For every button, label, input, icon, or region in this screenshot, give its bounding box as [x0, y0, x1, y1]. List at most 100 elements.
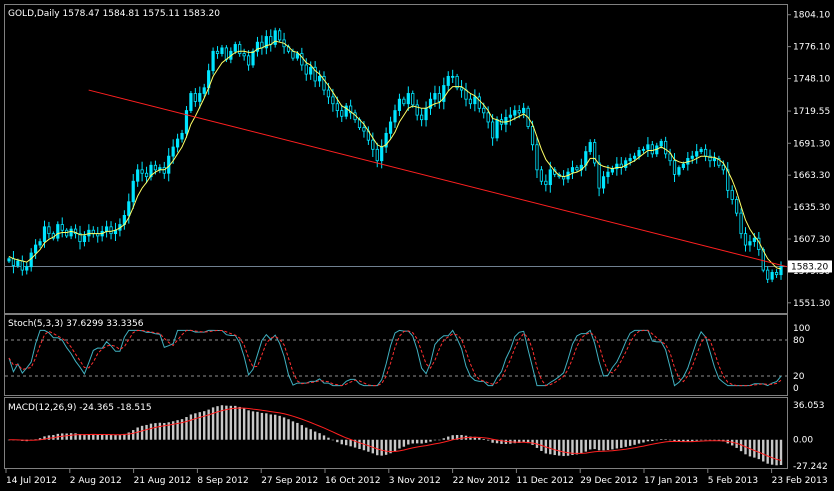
macd-bar [606, 439, 610, 451]
macd-bar [766, 439, 769, 464]
candle-body [411, 93, 415, 106]
macd-bar [602, 439, 605, 451]
candle-body [242, 53, 246, 57]
macd-bar [424, 439, 428, 443]
candle-body [513, 110, 517, 116]
macd-bar [331, 439, 335, 441]
macd-bar [78, 434, 82, 440]
macd-bar [779, 439, 783, 466]
macd-bar [553, 439, 556, 456]
macd-bar [362, 439, 366, 451]
stoch-level-label: 80 [793, 336, 805, 346]
macd-bar [447, 436, 450, 440]
macd-bar [198, 412, 201, 440]
macd-bar [704, 439, 707, 441]
macd-bar [185, 417, 188, 440]
candle-body [136, 169, 140, 182]
candle-body [65, 229, 69, 237]
candle-body [766, 269, 770, 280]
candle-body [162, 167, 166, 174]
macd-bar [300, 425, 304, 440]
macd-bar [114, 434, 117, 440]
price-label: 1607.30 [793, 235, 830, 245]
candle-body [171, 146, 175, 157]
macd-bar [291, 421, 295, 440]
candle-body [535, 144, 539, 171]
macd-bar [180, 419, 184, 440]
macd-bar [265, 413, 268, 440]
macd-bar [380, 439, 383, 456]
candle-body [464, 89, 468, 100]
macd-bar [234, 405, 237, 440]
macd-panel-title: MACD(12,26,9) -24.365 -18.515 [8, 403, 152, 413]
candle-body [20, 260, 24, 271]
candle-body [570, 167, 575, 173]
candle-body [730, 189, 734, 200]
candle-body [659, 140, 663, 147]
time-label: 5 Feb 2013 [708, 476, 758, 486]
macd-bar [269, 414, 272, 440]
candle-body [362, 127, 366, 132]
candle-body [779, 266, 783, 276]
macd-level-label: 0.00 [793, 436, 813, 446]
current-price-box [788, 260, 832, 273]
price-label: 1635.30 [793, 203, 830, 213]
stoch-level-label: 20 [793, 372, 805, 382]
candle-body [189, 93, 193, 111]
macd-bar [358, 439, 361, 450]
macd-bar [628, 439, 632, 446]
macd-bar [87, 434, 91, 440]
candle-body [482, 107, 486, 114]
macd-bar [287, 419, 290, 440]
candle-body [233, 44, 237, 52]
time-label: 16 Oct 2012 [325, 476, 381, 486]
candle-body [402, 98, 406, 105]
candle-body [246, 55, 251, 66]
macd-bar [189, 414, 193, 440]
candle-body [717, 158, 721, 166]
stoch-signal-line [8, 329, 782, 387]
macd-bar [460, 435, 463, 440]
macd-bar [633, 439, 636, 445]
macd-bar [349, 439, 352, 447]
candle-body [322, 75, 326, 91]
macd-bar [105, 434, 108, 440]
main-panel-frame [4, 4, 788, 314]
stoch-level-label: 100 [793, 324, 810, 334]
candle-body [424, 107, 428, 121]
stoch-panel-title: Stoch(5,3,3) 37.6299 33.3356 [8, 319, 144, 329]
candle-body [87, 229, 91, 237]
candle-body [699, 148, 703, 152]
price-label: 1776.10 [793, 43, 830, 53]
macd-bar [429, 439, 432, 442]
macd-bar [478, 437, 481, 440]
macd-bar [158, 422, 162, 440]
candle-body [56, 224, 60, 239]
candle-body [743, 233, 748, 246]
stoch-level-label: 0 [793, 384, 799, 394]
macd-bar [682, 439, 685, 442]
macd-bar [646, 439, 650, 442]
candle-body [335, 103, 339, 111]
candle-body [304, 64, 308, 75]
macd-bar [549, 439, 552, 455]
macd-bar [433, 439, 437, 441]
candle-body [624, 160, 628, 168]
macd-bar [313, 431, 317, 440]
candle-body [388, 121, 393, 134]
macd-bar [274, 414, 277, 440]
macd-bar [282, 417, 286, 440]
macd-bar [242, 408, 246, 440]
macd-bar [207, 409, 210, 440]
macd-bar [411, 439, 414, 444]
macd-bar [260, 412, 264, 440]
macd-bar [65, 433, 68, 440]
macd-bar [318, 433, 321, 440]
candle-body [380, 146, 384, 162]
macd-bar [486, 439, 490, 441]
macd-bar [562, 439, 565, 457]
candle-body [597, 162, 601, 189]
candle-body [637, 150, 641, 157]
macd-bar [500, 439, 503, 444]
